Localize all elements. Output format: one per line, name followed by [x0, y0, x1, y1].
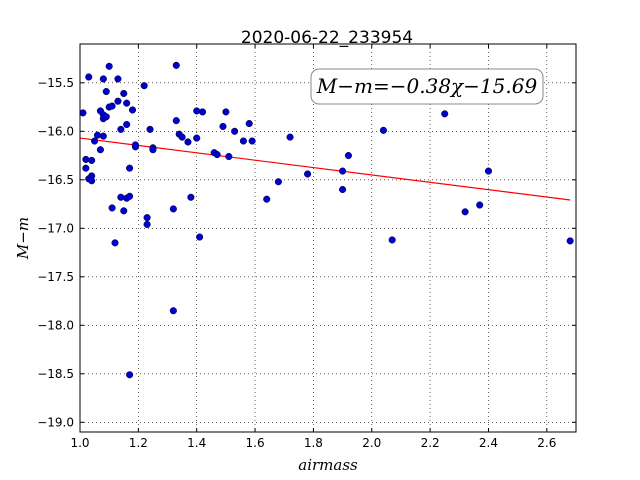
data-point [114, 97, 122, 105]
data-point [286, 133, 294, 141]
data-point [339, 185, 347, 194]
data-point [108, 204, 116, 212]
data-point [239, 137, 247, 145]
y-tick-label: −18.0 [37, 318, 74, 332]
plot-frame [79, 43, 577, 433]
data-point [96, 146, 104, 154]
data-point [99, 132, 107, 140]
x-tick-label: 2.0 [362, 436, 381, 450]
data-point [172, 61, 180, 69]
x-tick-label: 2.6 [537, 436, 556, 450]
x-tick-label: 1.2 [129, 436, 148, 450]
data-point [198, 108, 207, 116]
data-point [117, 125, 125, 133]
data-point [388, 236, 396, 244]
x-tick-label: 2.4 [479, 436, 498, 450]
data-point [117, 193, 125, 201]
data-point [225, 152, 233, 161]
data-point [123, 99, 131, 107]
data-point [140, 82, 148, 90]
data-point [93, 131, 102, 139]
y-tick-label: −16.0 [37, 124, 74, 138]
data-point [108, 102, 116, 110]
data-point [128, 106, 137, 114]
data-point [131, 143, 139, 151]
x-tick-label: 2.2 [421, 436, 440, 450]
fit-annotation-box [310, 68, 544, 105]
ticks: 1.0 1.2 1.4 1.6 1.8 2.0 2.2 2.4 2.6 −15.5 −16.0 −16… [37, 44, 576, 450]
data-point [79, 109, 87, 117]
x-tick-label: 1.8 [304, 436, 323, 450]
data-point [484, 167, 493, 175]
x-tick-label: 1.0 [70, 436, 89, 450]
fit-line [79, 137, 571, 201]
data-point [231, 127, 239, 135]
data-point [461, 208, 469, 216]
y-tick-label: −17.0 [37, 221, 74, 235]
data-point [143, 220, 151, 228]
data-point [120, 207, 128, 215]
data-point [187, 193, 195, 201]
y-axis-label: M−m [14, 217, 32, 260]
data-point [143, 214, 151, 222]
data-point [114, 75, 122, 83]
data-point [85, 73, 93, 81]
data-point [82, 164, 90, 172]
y-tick-label: −16.5 [37, 173, 74, 187]
data-point [193, 134, 201, 142]
data-point [339, 167, 347, 175]
y-tick-label: −15.5 [37, 76, 74, 90]
chart-title: 2020-06-22_233954 [241, 28, 413, 48]
data-point [476, 201, 484, 209]
data-point [126, 164, 134, 172]
data-point [91, 137, 99, 145]
data-point [178, 133, 186, 141]
y-tick-label: −17.5 [37, 270, 74, 284]
x-tick-label: 1.6 [246, 436, 265, 450]
y-tick-label: −19.0 [37, 415, 74, 429]
data-point [219, 122, 227, 130]
data-point [344, 152, 352, 160]
data-point [248, 137, 256, 145]
data-point [213, 151, 221, 159]
data-point [169, 205, 177, 213]
data-point [126, 371, 134, 379]
data-point [172, 117, 180, 125]
points-layer [79, 61, 574, 379]
data-point [566, 237, 574, 245]
x-tick-label: 1.4 [187, 436, 206, 450]
fit-layer [79, 137, 571, 201]
data-point [149, 146, 157, 154]
data-point [441, 110, 449, 118]
data-point [274, 178, 282, 186]
data-point [102, 113, 110, 121]
data-point [102, 87, 110, 96]
x-axis-label: airmass [298, 456, 358, 474]
data-point [105, 62, 113, 70]
data-point [99, 75, 107, 83]
data-point [88, 156, 96, 164]
data-point [263, 195, 271, 203]
data-point [126, 192, 134, 200]
fit-equation: M−m=−0.38χ−15.69 [316, 74, 538, 98]
data-point [88, 177, 96, 185]
data-point [304, 170, 312, 178]
data-point [222, 108, 230, 116]
data-point [120, 89, 128, 98]
data-point [169, 307, 177, 315]
data-point [245, 119, 253, 128]
data-point [146, 125, 154, 133]
data-point [379, 126, 387, 134]
data-point [123, 120, 131, 129]
data-point [193, 107, 201, 115]
data-point [196, 233, 204, 241]
y-tick-label: −18.5 [37, 367, 74, 381]
data-point [111, 239, 119, 247]
fit-annotation: M−m=−0.38χ−15.69 [310, 68, 544, 105]
data-point [184, 138, 192, 146]
data-point [82, 155, 90, 163]
